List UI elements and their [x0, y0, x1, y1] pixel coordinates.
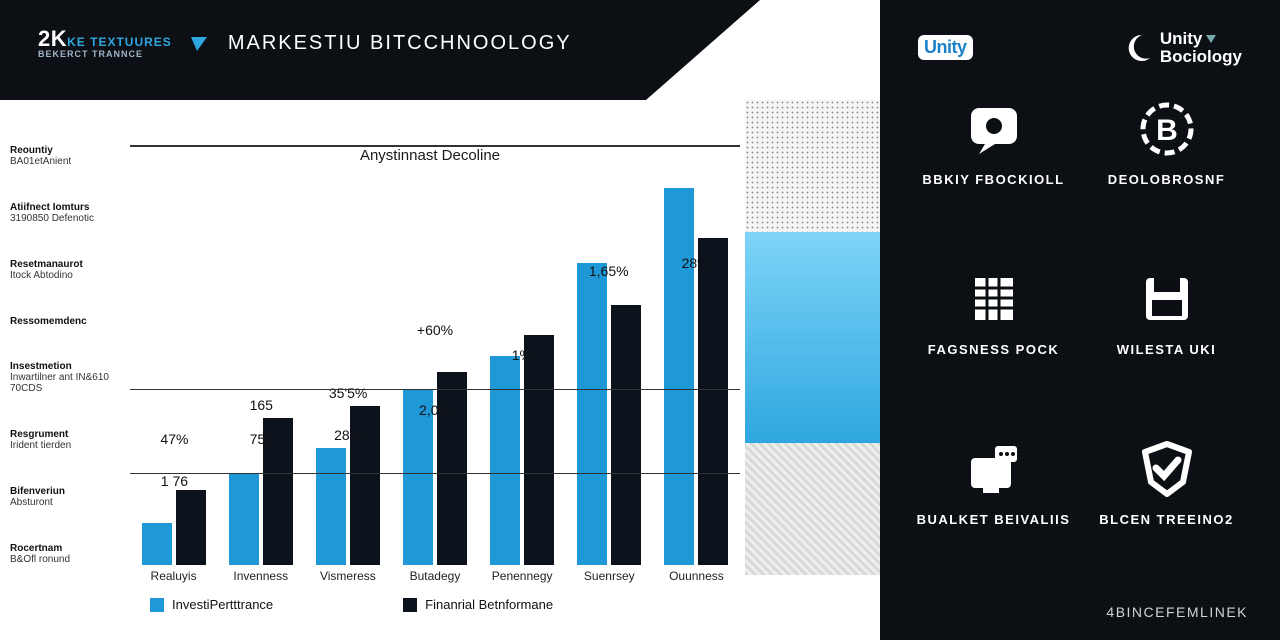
legend: InvestiPertttrance Finanrial Betnformane	[130, 597, 740, 612]
y-label: RocertnamB&Ofl ronund	[10, 543, 125, 565]
sidebar-logo-left: Unity	[918, 35, 973, 60]
bar	[664, 188, 694, 565]
x-label: Ouunness	[653, 569, 740, 583]
bar	[490, 356, 520, 566]
screen-msg-icon	[965, 440, 1023, 498]
value-label: 28%	[334, 427, 362, 443]
moon-icon	[1122, 33, 1152, 63]
sidebar-cell-label: BLCEN TREEINO2	[1099, 512, 1233, 527]
bar-group: 35'5% 28%	[308, 146, 389, 565]
sidebar-cell-label: BBKIY FBOCKIOLL	[922, 172, 1064, 187]
chat-bubble-icon	[965, 100, 1023, 158]
icon-grid: BBKIY FBOCKIOLL DEOLOBROSNF FAGSNESS POCK W…	[912, 90, 1248, 580]
sidebar-cell[interactable]: FAGSNESS POCK	[912, 270, 1075, 410]
y-label: Atiifnect Iomturs3190850 Defenotic	[10, 202, 125, 224]
sidebar-cell-label: BUALKET BEIVALIIS	[917, 512, 1071, 527]
value-label: +60%	[417, 322, 453, 338]
header: 2KKE TEXTUURES BEKERCT TRANNCE MARKESTIU…	[0, 0, 880, 100]
legend-item: Finanrial Betnformane	[403, 597, 553, 612]
sidebar-cell[interactable]: WILESTA UKI	[1085, 270, 1248, 410]
check-shield-icon	[1138, 440, 1196, 498]
value-label: 1 76	[161, 473, 188, 489]
bar-group: 28%	[655, 146, 736, 565]
sidebar: Unity Unity Bociology BBKIY FBOCKIOLL DEO…	[880, 0, 1280, 640]
sidebar-cell[interactable]: BBKIY FBOCKIOLL	[912, 100, 1075, 240]
bar	[524, 335, 554, 565]
value-label: 1,65%	[589, 263, 629, 279]
y-axis-labels: ReountiyBA01etAnient Atiifnect Iomturs319…	[10, 145, 125, 565]
sidebar-logo-right: Unity Bociology	[1122, 30, 1242, 66]
bar	[316, 448, 346, 565]
sidebar-cell-label: WILESTA UKI	[1117, 342, 1217, 357]
save-disk-icon	[1138, 270, 1196, 328]
bar-group: 1%	[481, 146, 562, 565]
value-label: 1%	[512, 347, 532, 363]
sidebar-footer: 4BINCEFEMLINEK	[912, 604, 1248, 620]
bar-group: +60% 2,0%	[395, 146, 476, 565]
bar	[698, 238, 728, 565]
coin-b-icon	[1138, 100, 1196, 158]
bar-chart: 1 76 47% 165 753 35'5% 28% +60% 2,0% 1% 1,65% 28%	[130, 145, 740, 565]
chart-title: Anystinnast Decoline	[125, 147, 735, 164]
value-label: 47%	[160, 431, 188, 447]
y-label: BifenveriunAbsturont	[10, 486, 125, 508]
chart-panel: 2KKE TEXTUURES BEKERCT TRANNCE MARKESTIU…	[0, 0, 880, 640]
sidebar-cell[interactable]: BUALKET BEIVALIIS	[912, 440, 1075, 580]
x-label: Penennegy	[479, 569, 566, 583]
x-label: Butadegy	[391, 569, 478, 583]
x-label: Invenness	[217, 569, 304, 583]
x-label: Realuyis	[130, 569, 217, 583]
grid-icon	[965, 270, 1023, 328]
x-axis-labels: RealuyisInvennessVismeressButadegyPenenn…	[130, 569, 740, 583]
sidebar-cell[interactable]: DEOLOBROSNF	[1085, 100, 1248, 240]
x-label: Suenrsey	[566, 569, 653, 583]
texture-swatch	[745, 100, 880, 575]
value-label: 753	[250, 431, 273, 447]
bar-group: 1 76 47%	[134, 146, 215, 565]
page-title: MARKESTIU BITCCHNOOLOGY	[228, 32, 572, 55]
brand-logo: 2KKE TEXTUURES BEKERCT TRANNCE	[38, 28, 172, 59]
sidebar-cell-label: DEOLOBROSNF	[1108, 172, 1226, 187]
sidebar-cell[interactable]: BLCEN TREEINO2	[1085, 440, 1248, 580]
bar	[176, 490, 206, 565]
legend-item: InvestiPertttrance	[150, 597, 273, 612]
y-label: InsestmetionInwartilner ant IN&610 70CDS	[10, 361, 125, 394]
sidebar-cell-label: FAGSNESS POCK	[928, 342, 1059, 357]
bar-group: 165 753	[221, 146, 302, 565]
bar	[611, 305, 641, 565]
x-label: Vismeress	[304, 569, 391, 583]
value-label: 165	[250, 397, 273, 413]
y-label: ReountiyBA01etAnient	[10, 145, 125, 167]
y-label: Ressomemdenc	[10, 316, 125, 327]
bar	[229, 473, 259, 565]
bar	[142, 523, 172, 565]
bar	[577, 263, 607, 565]
y-label: ResetmanaurotItock Abtodino	[10, 259, 125, 281]
value-label: 2,0%	[419, 402, 451, 418]
y-label: ResgrumentIrident tierden	[10, 429, 125, 451]
caret-down-icon	[189, 37, 207, 51]
bar-group: 1,65%	[568, 146, 649, 565]
value-label: 35'5%	[329, 385, 367, 401]
value-label: 28%	[682, 255, 710, 271]
